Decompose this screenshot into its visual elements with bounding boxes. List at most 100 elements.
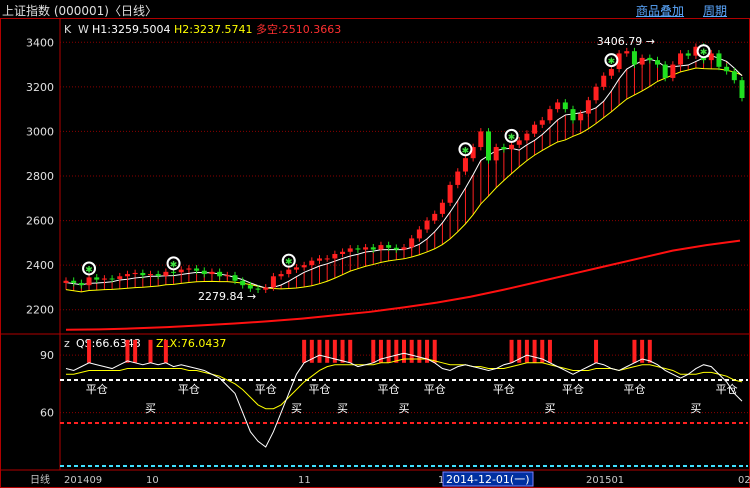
window-title: 上证指数 (000001)〈日线〉 — [2, 4, 157, 18]
candle-body — [86, 277, 92, 286]
high-annotation: 3406.79 → — [597, 35, 655, 48]
qs-bar — [348, 339, 353, 363]
signal-label: 平仓 — [309, 382, 331, 396]
candle-body — [63, 280, 69, 283]
sub-legend-item: z — [64, 337, 70, 350]
candle-body — [171, 271, 177, 273]
signal-label: 买 — [145, 402, 156, 415]
candle-body — [524, 133, 530, 141]
qs-bar — [509, 339, 514, 363]
candle-body — [478, 131, 484, 148]
candle-body — [124, 274, 130, 277]
candle-body — [270, 276, 276, 288]
chart-frame — [0, 18, 750, 488]
candle-body — [194, 268, 200, 271]
signal-label: 买 — [337, 402, 348, 415]
signal-marker-glyph: ✱ — [462, 146, 470, 156]
candle-body — [178, 269, 184, 273]
candle-body — [148, 274, 153, 276]
candle-body — [370, 247, 376, 250]
qs-bar — [432, 339, 437, 363]
candle-body — [616, 53, 622, 70]
candle-body — [363, 247, 369, 250]
candle-body — [286, 269, 292, 275]
candle-body — [585, 100, 591, 114]
candle-body — [324, 258, 330, 260]
period-button[interactable]: 周期 — [703, 4, 728, 18]
x-tick-label: 11 — [298, 475, 311, 486]
qs-bar — [394, 339, 399, 363]
candle-body — [647, 57, 653, 61]
candle-body — [71, 280, 77, 283]
signal-label: 买 — [399, 402, 410, 415]
candle-body — [201, 270, 207, 275]
x-tick-label: 1 — [438, 475, 444, 486]
qs-bar — [163, 339, 168, 363]
qs-bar — [133, 339, 138, 363]
candle-body — [678, 53, 684, 65]
candle-body — [432, 213, 438, 221]
candle-body — [447, 184, 453, 203]
qs-bar — [524, 339, 529, 363]
period-label: 日线 — [30, 473, 50, 486]
signal-marker — [604, 53, 619, 68]
candle-body — [455, 171, 461, 185]
candle-body — [685, 53, 691, 56]
qs-bar — [340, 339, 345, 363]
qs-bar — [547, 339, 552, 363]
candle-body — [555, 102, 561, 110]
qs-bar — [409, 339, 414, 363]
signal-label: 买 — [544, 402, 555, 415]
h2-line — [65, 67, 743, 293]
candle-body — [240, 280, 246, 286]
candle-body — [424, 220, 430, 230]
qs-bar — [632, 339, 637, 363]
candle-body — [439, 202, 445, 214]
low-annotation: 2279.84 → — [198, 290, 256, 303]
candle-body — [462, 158, 468, 172]
candle-body — [670, 64, 676, 78]
candle-body — [501, 147, 507, 150]
y-tick-label: 2800 — [26, 170, 54, 183]
candle-body — [716, 53, 722, 67]
qs-bar — [87, 339, 92, 363]
qs-bar — [425, 339, 430, 363]
y-tick-label: 2600 — [26, 215, 54, 228]
signal-marker — [82, 261, 97, 276]
qs-line — [65, 352, 743, 448]
candle-body — [340, 251, 346, 254]
main-legend-item: 多空:2510.3663 — [256, 22, 341, 36]
candle-body — [601, 75, 607, 87]
candle-body — [186, 268, 192, 270]
signal-marker — [281, 253, 296, 268]
qs-bar — [378, 339, 383, 363]
signal-label: 平仓 — [562, 382, 584, 396]
candle-body — [355, 248, 361, 250]
title-bar: 上证指数 (000001)〈日线〉 商品叠加 周期 — [0, 0, 750, 19]
candle-body — [493, 147, 499, 161]
signal-marker-glyph: ✱ — [285, 258, 293, 268]
qs-bar — [125, 339, 130, 363]
candle-body — [317, 258, 322, 261]
candle-body — [378, 245, 384, 250]
candle-body — [570, 109, 576, 121]
candle-body — [578, 113, 584, 121]
sub-y-tick-label: 60 — [40, 407, 54, 420]
dk-line — [65, 239, 741, 331]
qs-bar — [386, 339, 391, 363]
candle-body — [693, 46, 699, 56]
candle-body — [155, 274, 161, 276]
candle-body — [247, 285, 253, 289]
candle-body — [101, 278, 107, 280]
sub-legend-item: ZLX:76.0437 — [156, 337, 226, 350]
signal-marker-glyph: ✱ — [700, 48, 708, 58]
candle-body — [309, 260, 315, 266]
qs-bar — [540, 339, 545, 363]
overlay-button[interactable]: 商品叠加 — [636, 4, 685, 18]
candle-body — [163, 271, 169, 276]
main-legend-item: W — [78, 23, 89, 36]
candle-body — [109, 278, 115, 280]
candle-body — [140, 272, 146, 276]
candle-body — [94, 277, 100, 280]
